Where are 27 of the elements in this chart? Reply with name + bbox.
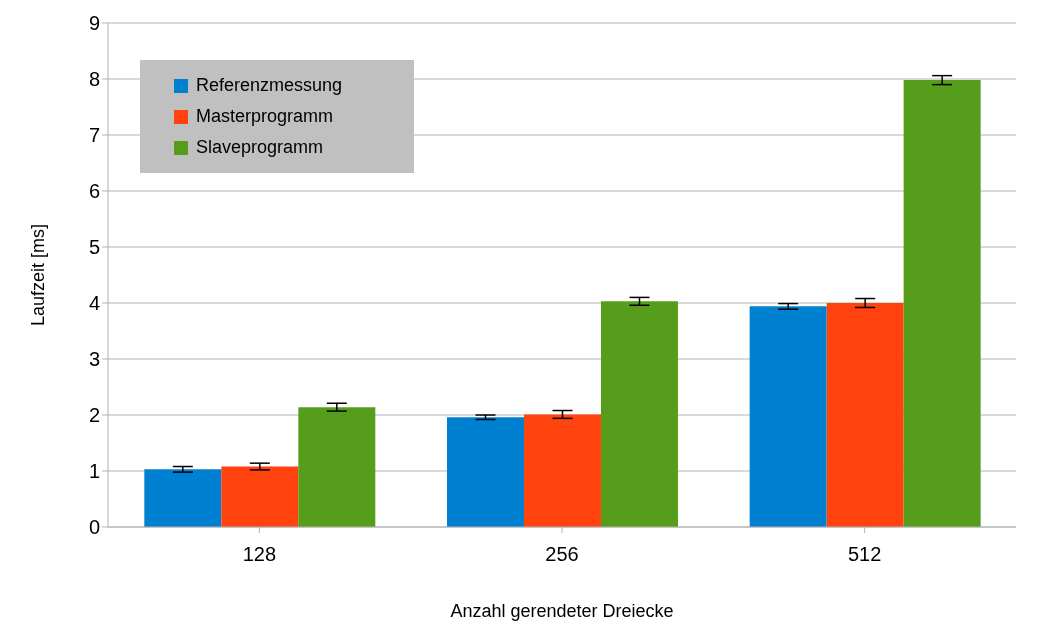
- bar: [446, 417, 524, 527]
- bar: [144, 469, 222, 527]
- legend-label: Referenzmessung: [196, 74, 343, 97]
- bar: [826, 303, 904, 527]
- y-tick-label: 9: [88, 12, 100, 35]
- x-axis-title: Anzahl gerendeter Dreiecke: [450, 601, 674, 621]
- bar: [903, 80, 981, 527]
- bar: [749, 306, 827, 527]
- y-tick-label: 2: [88, 404, 100, 427]
- y-tick-label: 7: [88, 124, 100, 147]
- y-tick-label: 6: [88, 180, 100, 203]
- x-tick-label: 256: [545, 543, 579, 566]
- y-tick-label: 0: [88, 516, 100, 539]
- y-tick-label: 5: [88, 236, 100, 259]
- y-tick-label: 1: [88, 460, 100, 483]
- legend-label: Masterprogramm: [196, 105, 334, 128]
- y-axis-title: Laufzeit [ms]: [28, 223, 49, 327]
- bar: [221, 466, 299, 527]
- y-tick-label: 3: [88, 348, 100, 371]
- legend-label: Slaveprogramm: [196, 136, 324, 159]
- x-tick-label: 512: [847, 543, 882, 566]
- bar: [600, 301, 678, 527]
- y-tick-label: 4: [88, 292, 100, 315]
- x-tick-label: 128: [242, 543, 277, 566]
- bar: [523, 414, 601, 527]
- y-tick-label: 8: [88, 68, 100, 91]
- bar: [298, 407, 376, 527]
